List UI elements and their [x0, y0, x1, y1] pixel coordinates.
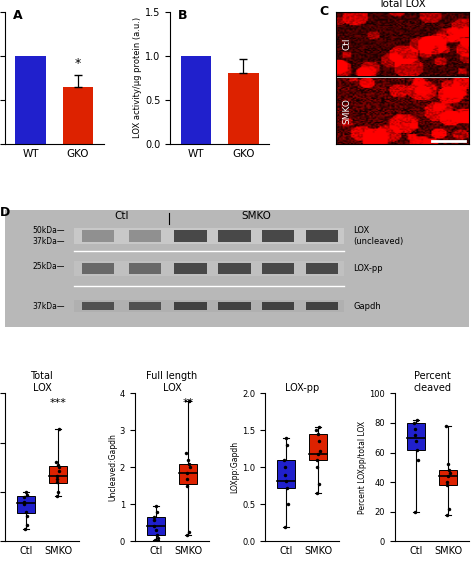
- Title: Total LOX: Total LOX: [379, 0, 426, 9]
- Text: SMKO: SMKO: [241, 211, 271, 221]
- Text: A: A: [13, 9, 22, 22]
- Text: ***: ***: [50, 398, 66, 408]
- Bar: [74, 228, 344, 244]
- Text: 37kDa—: 37kDa—: [33, 302, 65, 310]
- Bar: [218, 230, 251, 242]
- Bar: [174, 302, 207, 310]
- Bar: [63, 86, 93, 144]
- Bar: [218, 263, 251, 274]
- Text: *: *: [75, 57, 81, 70]
- Bar: [82, 230, 114, 242]
- Bar: [179, 464, 197, 484]
- Title: LOX-pp: LOX-pp: [285, 382, 319, 393]
- Bar: [129, 230, 161, 242]
- Bar: [174, 230, 207, 242]
- Bar: [74, 261, 344, 276]
- Title: Total
LOX: Total LOX: [30, 371, 53, 393]
- Text: Ctl: Ctl: [114, 211, 129, 221]
- Bar: [218, 302, 251, 310]
- Text: Ctl: Ctl: [342, 37, 351, 50]
- Bar: [147, 517, 165, 535]
- Bar: [439, 471, 457, 485]
- Bar: [262, 302, 294, 310]
- Text: **: **: [182, 398, 194, 408]
- Text: C: C: [319, 5, 328, 18]
- Bar: [306, 230, 338, 242]
- Y-axis label: LOXpp:Gapdh: LOXpp:Gapdh: [230, 441, 239, 494]
- Bar: [262, 263, 294, 274]
- Bar: [277, 460, 295, 488]
- Bar: [181, 56, 211, 144]
- Bar: [309, 434, 327, 460]
- Bar: [49, 466, 67, 483]
- Bar: [129, 302, 161, 310]
- Y-axis label: LOX activity/µg protein (a.u.): LOX activity/µg protein (a.u.): [133, 17, 142, 138]
- Text: 25kDa—: 25kDa—: [33, 262, 65, 271]
- Text: Gapdh: Gapdh: [353, 302, 381, 310]
- Text: LOX-pp: LOX-pp: [353, 264, 383, 273]
- Text: 37kDa—: 37kDa—: [33, 237, 65, 247]
- Bar: [228, 73, 259, 144]
- Text: D: D: [0, 206, 10, 218]
- Text: SMKO: SMKO: [342, 98, 351, 124]
- Y-axis label: Uncleaved:Gapdh: Uncleaved:Gapdh: [108, 434, 117, 501]
- Bar: [82, 263, 114, 274]
- Bar: [82, 302, 114, 310]
- Bar: [407, 423, 425, 450]
- Bar: [15, 56, 46, 144]
- Bar: [174, 263, 207, 274]
- Bar: [306, 263, 338, 274]
- Text: 50kDa—: 50kDa—: [33, 226, 65, 234]
- Bar: [306, 302, 338, 310]
- Title: Full length
LOX: Full length LOX: [146, 371, 198, 393]
- Bar: [262, 230, 294, 242]
- Bar: [129, 263, 161, 274]
- Title: Percent
cleaved: Percent cleaved: [413, 371, 451, 393]
- Text: B: B: [178, 9, 188, 22]
- Y-axis label: Percent LOXpp/total LOX: Percent LOXpp/total LOX: [358, 421, 367, 514]
- Text: LOX
(uncleaved): LOX (uncleaved): [353, 226, 403, 245]
- Bar: [17, 496, 35, 513]
- Bar: [74, 300, 344, 312]
